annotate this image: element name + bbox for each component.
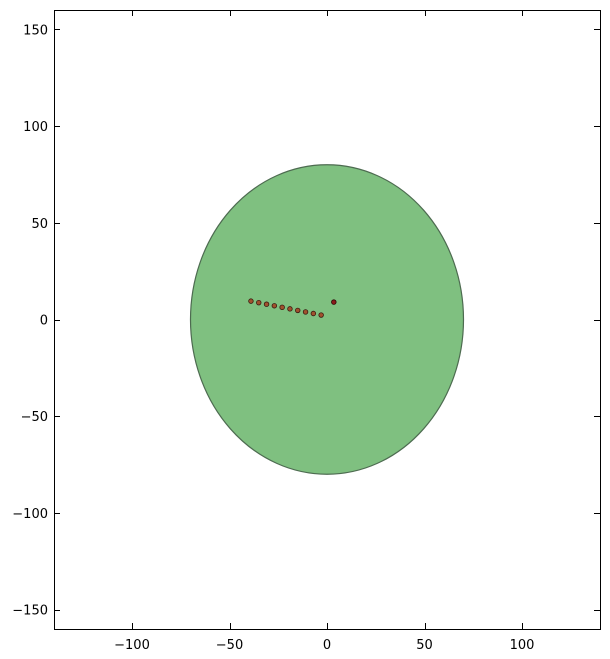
shapes-layer	[189, 164, 465, 475]
ellipse-shape	[189, 164, 465, 475]
x-tick-label: −50	[216, 638, 243, 653]
data-point	[302, 309, 309, 315]
y-tick-label: −150	[12, 604, 48, 619]
x-tick-label: 100	[510, 638, 535, 653]
x-tick-label: −100	[114, 638, 150, 653]
data-point	[271, 303, 278, 309]
data-point	[287, 306, 293, 312]
data-point	[295, 307, 301, 314]
data-point	[248, 298, 254, 304]
x-tick-label: 50	[416, 638, 433, 653]
y-tick-label: 100	[23, 120, 48, 135]
x-tick-label: 0	[323, 638, 331, 653]
ticks-layer: −100 −50 0 50 100 −150 −100 −50 0 50 100 150	[12, 10, 600, 653]
data-point	[318, 312, 324, 318]
points-layer	[248, 298, 337, 318]
data-point	[331, 299, 337, 305]
y-tick-label: 0	[40, 314, 48, 329]
y-tick-label: −50	[21, 410, 48, 425]
data-point	[310, 310, 317, 317]
y-tick-label: 150	[23, 23, 48, 38]
y-tick-label: 50	[31, 217, 48, 232]
y-tick-label: −100	[12, 507, 48, 522]
data-point	[263, 301, 270, 307]
data-point	[279, 304, 285, 311]
data-point	[256, 299, 262, 306]
